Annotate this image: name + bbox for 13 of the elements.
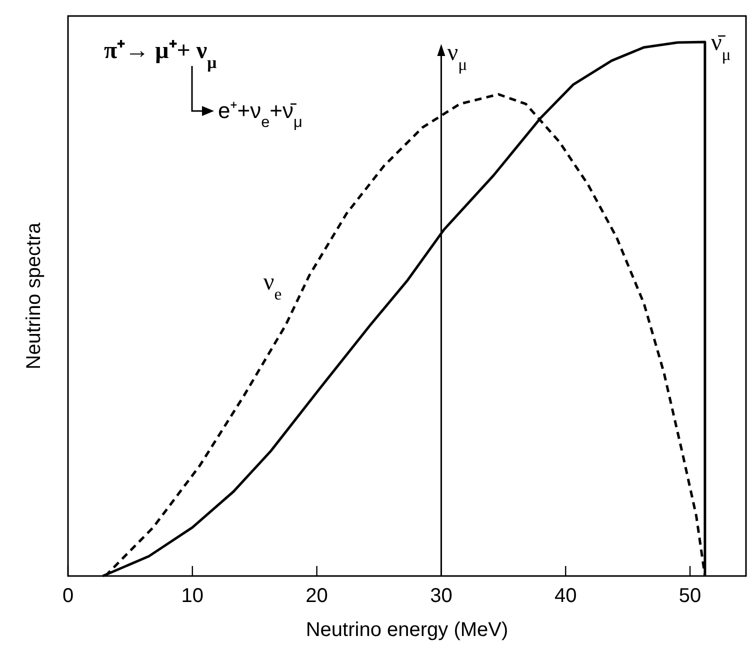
x-tick-label: 10 (181, 585, 204, 607)
series-label: ν̄$_{μ}$ (710, 30, 731, 64)
annotation: e⁺+ν$_{e}$+ν̄$_{μ}$ (218, 98, 302, 130)
x-axis-title: Neutrino energy (MeV) (306, 619, 508, 641)
annotation: π⁺→ μ⁺+ ν$_{μ}$ (104, 38, 218, 72)
x-tick-label: 0 (62, 585, 74, 607)
series-label: ν$_{e}$ (263, 269, 282, 303)
x-tick-label: 30 (430, 585, 452, 607)
y-axis-title: Neutrino spectra (23, 222, 45, 370)
ref-line-label: ν$_{μ}$ (447, 40, 468, 74)
x-tick-label: 20 (306, 585, 328, 607)
x-tick-label: 50 (678, 585, 702, 607)
x-tick-label: 40 (554, 585, 577, 607)
